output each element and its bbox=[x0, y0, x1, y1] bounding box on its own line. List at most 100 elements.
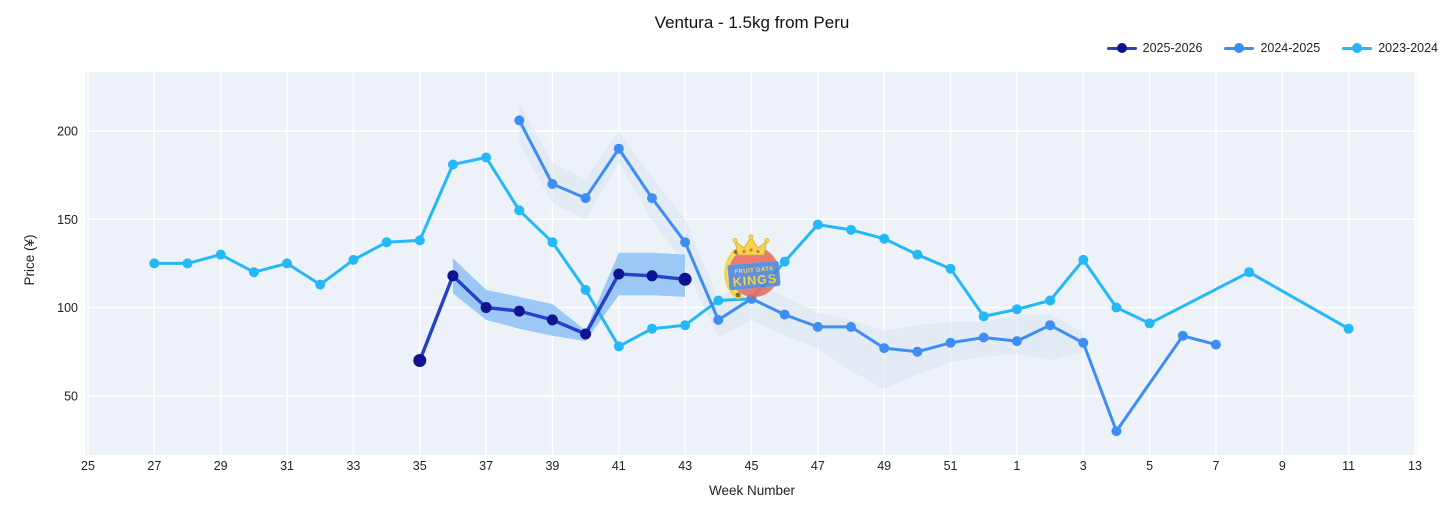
point-2024-2025-week-40 bbox=[580, 193, 591, 204]
series-2024-2025 bbox=[514, 115, 1221, 437]
point-2023-2024-week-28 bbox=[182, 258, 193, 269]
point-2023-2024-week-1 bbox=[1011, 304, 1022, 315]
x-tick-label: 29 bbox=[214, 459, 228, 473]
point-2025-2026-week-42 bbox=[646, 270, 658, 282]
point-2024-2025-week-43 bbox=[680, 237, 691, 248]
point-2023-2024-week-30 bbox=[248, 267, 259, 278]
chart-title: Ventura - 1.5kg from Peru bbox=[654, 13, 850, 32]
point-2024-2025-week-38 bbox=[514, 115, 525, 126]
band-2024-2025-range-band bbox=[519, 102, 1084, 389]
point-2023-2024-week-36 bbox=[447, 159, 458, 170]
legend-label-2024-2025: 2024-2025 bbox=[1260, 41, 1321, 55]
point-2023-2024-week-5 bbox=[1144, 318, 1155, 329]
point-2023-2024-week-44 bbox=[713, 295, 724, 306]
legend-swatch-2023-2024-icon bbox=[1342, 43, 1373, 53]
y-tick-label: 200 bbox=[57, 125, 78, 139]
legend-item-2023-2024[interactable]: 2023-2024 bbox=[1342, 41, 1438, 55]
legend: 2025-2026 2024-2025 2023-2024 bbox=[1106, 41, 1438, 55]
point-2023-2024-week-2 bbox=[1045, 295, 1056, 306]
x-tick-label: 39 bbox=[545, 459, 559, 473]
point-2025-2026-week-39 bbox=[546, 314, 558, 326]
point-2024-2025-week-2 bbox=[1045, 320, 1056, 331]
point-2024-2025-week-42 bbox=[647, 193, 657, 204]
point-2024-2025-week-39 bbox=[547, 179, 558, 189]
legend-label-2023-2024: 2023-2024 bbox=[1378, 41, 1438, 55]
point-2023-2024-week-29 bbox=[215, 249, 226, 260]
point-2024-2025-week-41 bbox=[613, 143, 624, 154]
point-2024-2025-week-46 bbox=[779, 309, 790, 320]
x-tick-label: 37 bbox=[479, 459, 493, 473]
x-tick-label: 13 bbox=[1408, 459, 1422, 473]
series-2025-2026 bbox=[413, 268, 692, 367]
x-tick-label: 41 bbox=[612, 459, 626, 473]
point-2024-2025-week-6 bbox=[1177, 330, 1188, 341]
point-2024-2025-week-49 bbox=[879, 343, 890, 354]
point-2024-2025-week-47 bbox=[812, 321, 823, 332]
legend-swatch-2025-2026-icon bbox=[1106, 43, 1137, 53]
point-2023-2024-week-38 bbox=[514, 205, 525, 216]
point-2023-2024-week-37 bbox=[481, 152, 492, 163]
point-2025-2026-week-43 bbox=[678, 272, 692, 286]
point-2023-2024-week-51 bbox=[945, 263, 956, 274]
point-2025-2026-week-35 bbox=[413, 354, 427, 367]
point-2024-2025-week-4 bbox=[1111, 426, 1122, 437]
point-2024-2025-week-52 bbox=[978, 332, 989, 343]
point-2023-2024-week-3 bbox=[1078, 254, 1089, 265]
point-2023-2024-week-11 bbox=[1343, 323, 1354, 334]
x-tick-label: 43 bbox=[678, 459, 692, 473]
point-2024-2025-week-51 bbox=[945, 337, 956, 348]
x-tick-label: 27 bbox=[147, 459, 161, 473]
point-2024-2025-week-48 bbox=[846, 321, 856, 332]
point-2025-2026-week-40 bbox=[580, 328, 592, 340]
point-2024-2025-week-1 bbox=[1011, 336, 1022, 347]
x-tick-label: 47 bbox=[811, 459, 825, 473]
legend-item-2024-2025[interactable]: 2024-2025 bbox=[1224, 41, 1320, 55]
legend-swatch-2024-2025-icon bbox=[1224, 43, 1255, 53]
x-tick-label: 33 bbox=[346, 459, 360, 473]
point-2023-2024-week-39 bbox=[547, 237, 558, 248]
x-tick-label: 3 bbox=[1080, 459, 1087, 473]
x-tick-label: 25 bbox=[81, 459, 95, 473]
x-tick-label: 35 bbox=[413, 459, 427, 473]
tick-labels: 25 27 29 31 33 35 37 39 41 43 45 47 49 51 1 3 5 7 9 11 13501… bbox=[57, 125, 1422, 474]
point-2025-2026-week-41 bbox=[613, 268, 625, 280]
point-2024-2025-week-50 bbox=[912, 346, 923, 357]
x-tick-label: 31 bbox=[280, 459, 294, 473]
x-tick-label: 49 bbox=[877, 459, 891, 473]
point-2024-2025-week-7 bbox=[1210, 339, 1221, 350]
point-2024-2025-week-44 bbox=[713, 314, 724, 325]
point-2025-2026-week-36 bbox=[447, 270, 459, 282]
point-2023-2024-week-34 bbox=[381, 237, 392, 248]
x-tick-label: 11 bbox=[1342, 459, 1355, 473]
point-2023-2024-week-48 bbox=[846, 224, 856, 235]
point-2023-2024-week-50 bbox=[912, 249, 923, 260]
x-tick-label: 9 bbox=[1279, 459, 1286, 473]
x-tick-label: 7 bbox=[1212, 459, 1219, 473]
point-2023-2024-week-42 bbox=[647, 323, 657, 334]
x-tick-label: 45 bbox=[745, 459, 759, 473]
point-2023-2024-week-52 bbox=[978, 311, 989, 322]
point-2023-2024-week-49 bbox=[879, 233, 890, 244]
point-2023-2024-week-33 bbox=[348, 254, 359, 265]
x-tick-label: 5 bbox=[1146, 459, 1153, 473]
point-2025-2026-week-37 bbox=[480, 302, 492, 313]
point-2023-2024-week-27 bbox=[149, 258, 160, 269]
y-tick-label: 150 bbox=[57, 213, 78, 227]
point-2023-2024-week-40 bbox=[580, 284, 591, 295]
x-tick-label: 51 bbox=[944, 459, 958, 473]
x-axis-title: Week Number bbox=[708, 483, 796, 498]
point-2023-2024-week-35 bbox=[414, 235, 425, 246]
x-tick-label: 1 bbox=[1013, 459, 1020, 473]
y-tick-label: 100 bbox=[57, 301, 78, 315]
point-2023-2024-week-8 bbox=[1244, 267, 1255, 278]
point-2025-2026-week-38 bbox=[513, 305, 525, 317]
legend-label-2025-2026: 2025-2026 bbox=[1142, 41, 1203, 55]
point-2024-2025-week-3 bbox=[1078, 337, 1089, 348]
legend-item-2025-2026[interactable]: 2025-2026 bbox=[1106, 41, 1203, 55]
y-axis-title: Price (¥) bbox=[22, 234, 37, 286]
point-2024-2025-week-45 bbox=[746, 293, 757, 304]
y-tick-label: 50 bbox=[64, 389, 78, 403]
point-2023-2024-week-4 bbox=[1111, 302, 1122, 313]
